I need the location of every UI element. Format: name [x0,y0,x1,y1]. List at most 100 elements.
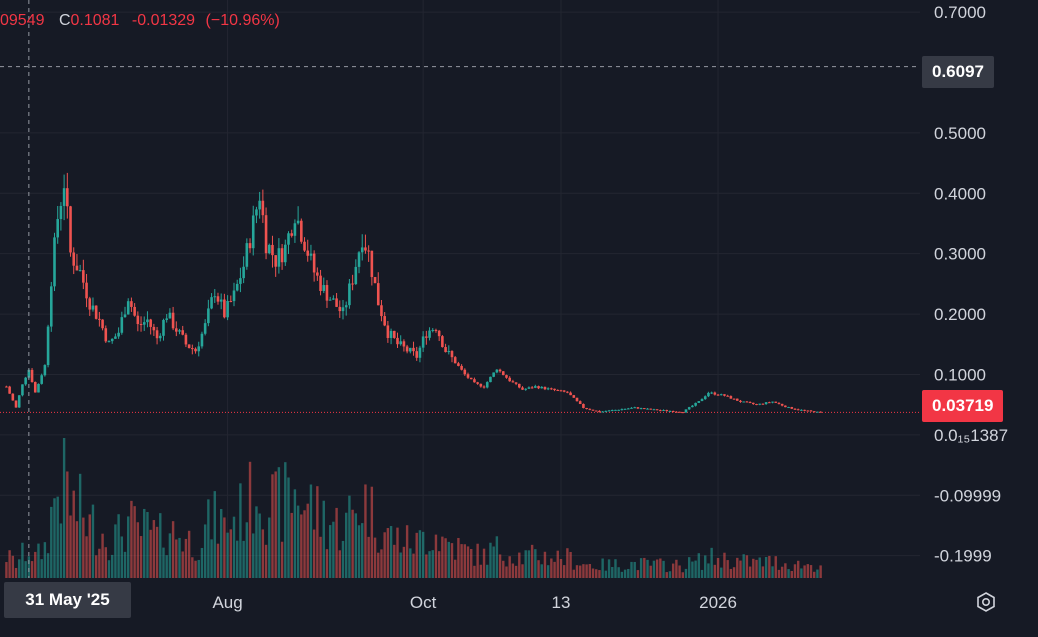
volume-bar [287,477,290,578]
candle-body [396,337,399,345]
volume-bar [646,559,649,578]
volume-bar [245,522,249,578]
volume-bar [290,512,293,578]
volume-bar [508,556,511,578]
volume-bar [354,513,358,578]
volume-bar [143,508,146,578]
volume-bar [127,516,130,578]
candle-body [649,408,653,410]
candle-body [277,248,281,267]
volume-bar [537,560,540,578]
price-axis[interactable]: 0.7000 0.5000 0.4000 0.3000 0.2000 0.1000 0.0₁… [934,3,1008,566]
candle-body [659,410,662,412]
volume-bar [325,549,329,578]
candle-body [175,328,178,332]
candle-body [556,390,560,392]
candle-body [768,402,771,404]
candle-body [665,410,669,412]
volume-bar [367,536,370,578]
candle-body [251,215,255,249]
volume-bar [671,563,675,578]
volume-bar [239,483,242,578]
candle-body [716,394,720,396]
volume-bar [75,521,79,578]
candle-body [534,386,537,388]
volume-bar [14,567,18,578]
volume-bar [264,544,268,578]
volume-bar [713,564,717,578]
candle-body [469,377,473,380]
settings-gear-icon[interactable] [974,590,998,614]
candle-body [495,369,499,373]
candle-body [88,298,92,310]
candle-body [697,401,701,403]
volume-bar [184,538,188,578]
volume-bar [470,549,473,578]
candle-body [59,205,63,220]
candle-body [303,241,306,251]
candle-body [780,403,784,406]
volume-bar [793,564,797,578]
price-tick-label: 0.2000 [934,305,986,324]
candle-body [479,383,483,387]
volume-bar [187,530,191,578]
candle-body [27,369,31,378]
candle-body [357,252,361,267]
volume-bar [21,542,24,578]
candle-body [594,410,598,412]
candle-body [655,409,659,411]
volume-bar [678,565,681,578]
candle-body [200,333,204,347]
legend-prefix-value: 09549 [0,12,45,29]
candle-body [668,410,672,412]
time-axis[interactable]: Aug Oct 13 2026 [212,593,736,612]
volume-bar [309,484,313,578]
candle-body [809,410,813,412]
candle-body [719,394,723,396]
candle-body [812,411,816,413]
candle-body [85,282,88,299]
candle-body [450,351,454,358]
candle-body [444,347,447,353]
candle-body [793,408,797,410]
volume-bar [421,531,425,578]
candle-body [758,403,762,405]
volume-bar [476,543,479,578]
volume-bar [389,526,393,578]
volume-bar [675,559,678,578]
candle-body [133,306,136,316]
candle-body [341,307,345,312]
candle-body [386,325,390,338]
volume-bar [85,536,88,578]
volume-bar [203,524,207,578]
volume-bar [505,566,508,578]
candle-body [66,188,69,207]
candle-body [392,330,396,338]
candle-body [633,407,637,409]
volume-bar [98,548,101,578]
volume-bar [482,548,486,578]
volume-bar [447,541,450,578]
candle-body [732,398,736,400]
candle-body [700,399,704,402]
candle-body [774,401,778,403]
candle-body [98,318,101,320]
volume-bar [796,560,800,578]
candle-body [332,298,335,300]
volume-bar [120,536,124,578]
candle-body [191,348,194,350]
volume-bar [165,555,168,578]
volume-bars [5,438,822,578]
volume-bar [655,559,659,578]
candle-body [383,316,386,326]
volume-bar [219,509,223,578]
candle-body [646,408,649,410]
candle-body [405,346,409,352]
candle-body [255,209,258,216]
candle-body [49,286,53,327]
volume-bar [274,471,277,578]
volume-bar [595,569,598,578]
candle-body [476,382,479,384]
candle-body [723,394,726,396]
